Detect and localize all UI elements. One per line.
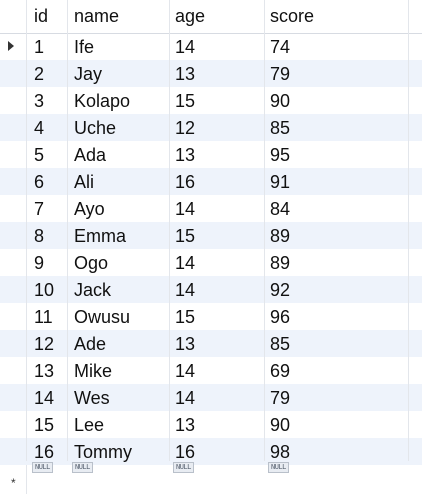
table-row[interactable]: 1 Ife 14 74	[0, 33, 422, 60]
null-cell-score[interactable]: NULL	[268, 462, 289, 473]
cell-age[interactable]: 16	[175, 442, 196, 462]
null-cell-id[interactable]: NULL	[32, 462, 53, 473]
cell-name[interactable]: Ade	[74, 334, 107, 354]
cell-name[interactable]: Uche	[74, 118, 117, 138]
cell-id[interactable]: 8	[34, 226, 45, 246]
grid-divider	[26, 0, 27, 461]
new-row[interactable]: *	[0, 474, 422, 494]
cell-name[interactable]: Lee	[74, 415, 105, 435]
cell-score[interactable]: 69	[270, 361, 291, 381]
cell-id[interactable]: 16	[34, 442, 55, 462]
grid-divider	[67, 0, 68, 461]
cell-id[interactable]: 15	[34, 415, 55, 435]
cell-score[interactable]: 96	[270, 307, 291, 327]
table-row[interactable]: 14 Wes 14 79	[0, 384, 422, 411]
table-row[interactable]: 16 Tommy 16 98	[0, 438, 422, 465]
cell-name[interactable]: Ayo	[74, 199, 105, 219]
cell-name[interactable]: Owusu	[74, 307, 131, 327]
cell-name[interactable]: Ada	[74, 145, 107, 165]
cell-age[interactable]: 14	[175, 280, 196, 300]
table-row[interactable]: 2 Jay 13 79	[0, 60, 422, 87]
cell-age[interactable]: 14	[175, 388, 196, 408]
table-row[interactable]: 10 Jack 14 92	[0, 276, 422, 303]
cell-score[interactable]: 74	[270, 37, 291, 57]
table-row[interactable]: 8 Emma 15 89	[0, 222, 422, 249]
table-row[interactable]: 7 Ayo 14 84	[0, 195, 422, 222]
cell-age[interactable]: 15	[175, 226, 196, 246]
column-header-id[interactable]: id	[34, 6, 49, 26]
cell-age[interactable]: 14	[175, 361, 196, 381]
null-row[interactable]: NULL NULL NULL NULL	[0, 461, 422, 473]
cell-age[interactable]: 14	[175, 253, 196, 273]
cell-score[interactable]: 98	[270, 442, 291, 462]
cell-id[interactable]: 5	[34, 145, 45, 165]
cell-id[interactable]: 7	[34, 199, 45, 219]
cell-score[interactable]: 85	[270, 334, 291, 354]
new-row-marker: *	[11, 476, 16, 490]
cell-id[interactable]: 1	[34, 37, 45, 57]
cell-age[interactable]: 15	[175, 91, 196, 111]
cell-id[interactable]: 12	[34, 334, 55, 354]
row-selector-arrow-icon	[8, 41, 14, 51]
cell-name[interactable]: Ogo	[74, 253, 109, 273]
cell-name[interactable]: Jack	[74, 280, 112, 300]
cell-id[interactable]: 2	[34, 64, 45, 84]
cell-age[interactable]: 14	[175, 37, 196, 57]
grid-divider	[408, 0, 409, 461]
grid-divider	[169, 0, 170, 461]
cell-score[interactable]: 90	[270, 415, 291, 435]
column-header-score[interactable]: score	[270, 6, 315, 26]
cell-name[interactable]: Jay	[74, 64, 103, 84]
cell-id[interactable]: 6	[34, 172, 45, 192]
cell-id[interactable]: 14	[34, 388, 55, 408]
cell-score[interactable]: 89	[270, 226, 291, 246]
table-row[interactable]: 9 Ogo 14 89	[0, 249, 422, 276]
cell-name[interactable]: Emma	[74, 226, 127, 246]
cell-age[interactable]: 16	[175, 172, 196, 192]
cell-id[interactable]: 11	[34, 307, 53, 327]
cell-name[interactable]: Mike	[74, 361, 113, 381]
table-row[interactable]: 4 Uche 12 85	[0, 114, 422, 141]
table-row[interactable]: 5 Ada 13 95	[0, 141, 422, 168]
cell-name[interactable]: Kolapo	[74, 91, 131, 111]
cell-name[interactable]: Ali	[74, 172, 95, 192]
grid-header: id name age score	[0, 0, 422, 34]
cell-score[interactable]: 85	[270, 118, 291, 138]
cell-score[interactable]: 89	[270, 253, 291, 273]
cell-id[interactable]: 4	[34, 118, 45, 138]
cell-id[interactable]: 3	[34, 91, 45, 111]
column-header-name[interactable]: name	[74, 6, 120, 26]
cell-name[interactable]: Tommy	[74, 442, 132, 462]
cell-age[interactable]: 14	[175, 199, 196, 219]
cell-score[interactable]: 79	[270, 64, 291, 84]
cell-score[interactable]: 91	[270, 172, 291, 192]
column-header-age[interactable]: age	[175, 6, 206, 26]
null-cell-age[interactable]: NULL	[173, 462, 194, 473]
null-cell-name[interactable]: NULL	[72, 462, 93, 473]
cell-age[interactable]: 13	[175, 64, 196, 84]
cell-age[interactable]: 13	[175, 415, 196, 435]
table-row[interactable]: 12 Ade 13 85	[0, 330, 422, 357]
cell-age[interactable]: 15	[175, 307, 196, 327]
cell-score[interactable]: 79	[270, 388, 291, 408]
table-row[interactable]: 15 Lee 13 90	[0, 411, 422, 438]
cell-age[interactable]: 13	[175, 145, 196, 165]
grid-divider	[264, 0, 265, 461]
table-row[interactable]: 6 Ali 16 91	[0, 168, 422, 195]
cell-id[interactable]: 13	[34, 361, 55, 381]
cell-score[interactable]: 90	[270, 91, 291, 111]
cell-score[interactable]: 92	[270, 280, 291, 300]
cell-age[interactable]: 13	[175, 334, 196, 354]
table-row[interactable]: 11 Owusu 15 96	[0, 303, 422, 330]
cell-age[interactable]: 12	[175, 118, 196, 138]
cell-id[interactable]: 9	[34, 253, 45, 273]
cell-name[interactable]: Wes	[74, 388, 110, 408]
table-row[interactable]: 13 Mike 14 69	[0, 357, 422, 384]
cell-score[interactable]: 95	[270, 145, 291, 165]
cell-score[interactable]: 84	[270, 199, 291, 219]
cell-name[interactable]: Ife	[74, 37, 95, 57]
cell-id[interactable]: 10	[34, 280, 55, 300]
table-row[interactable]: 3 Kolapo 15 90	[0, 87, 422, 114]
